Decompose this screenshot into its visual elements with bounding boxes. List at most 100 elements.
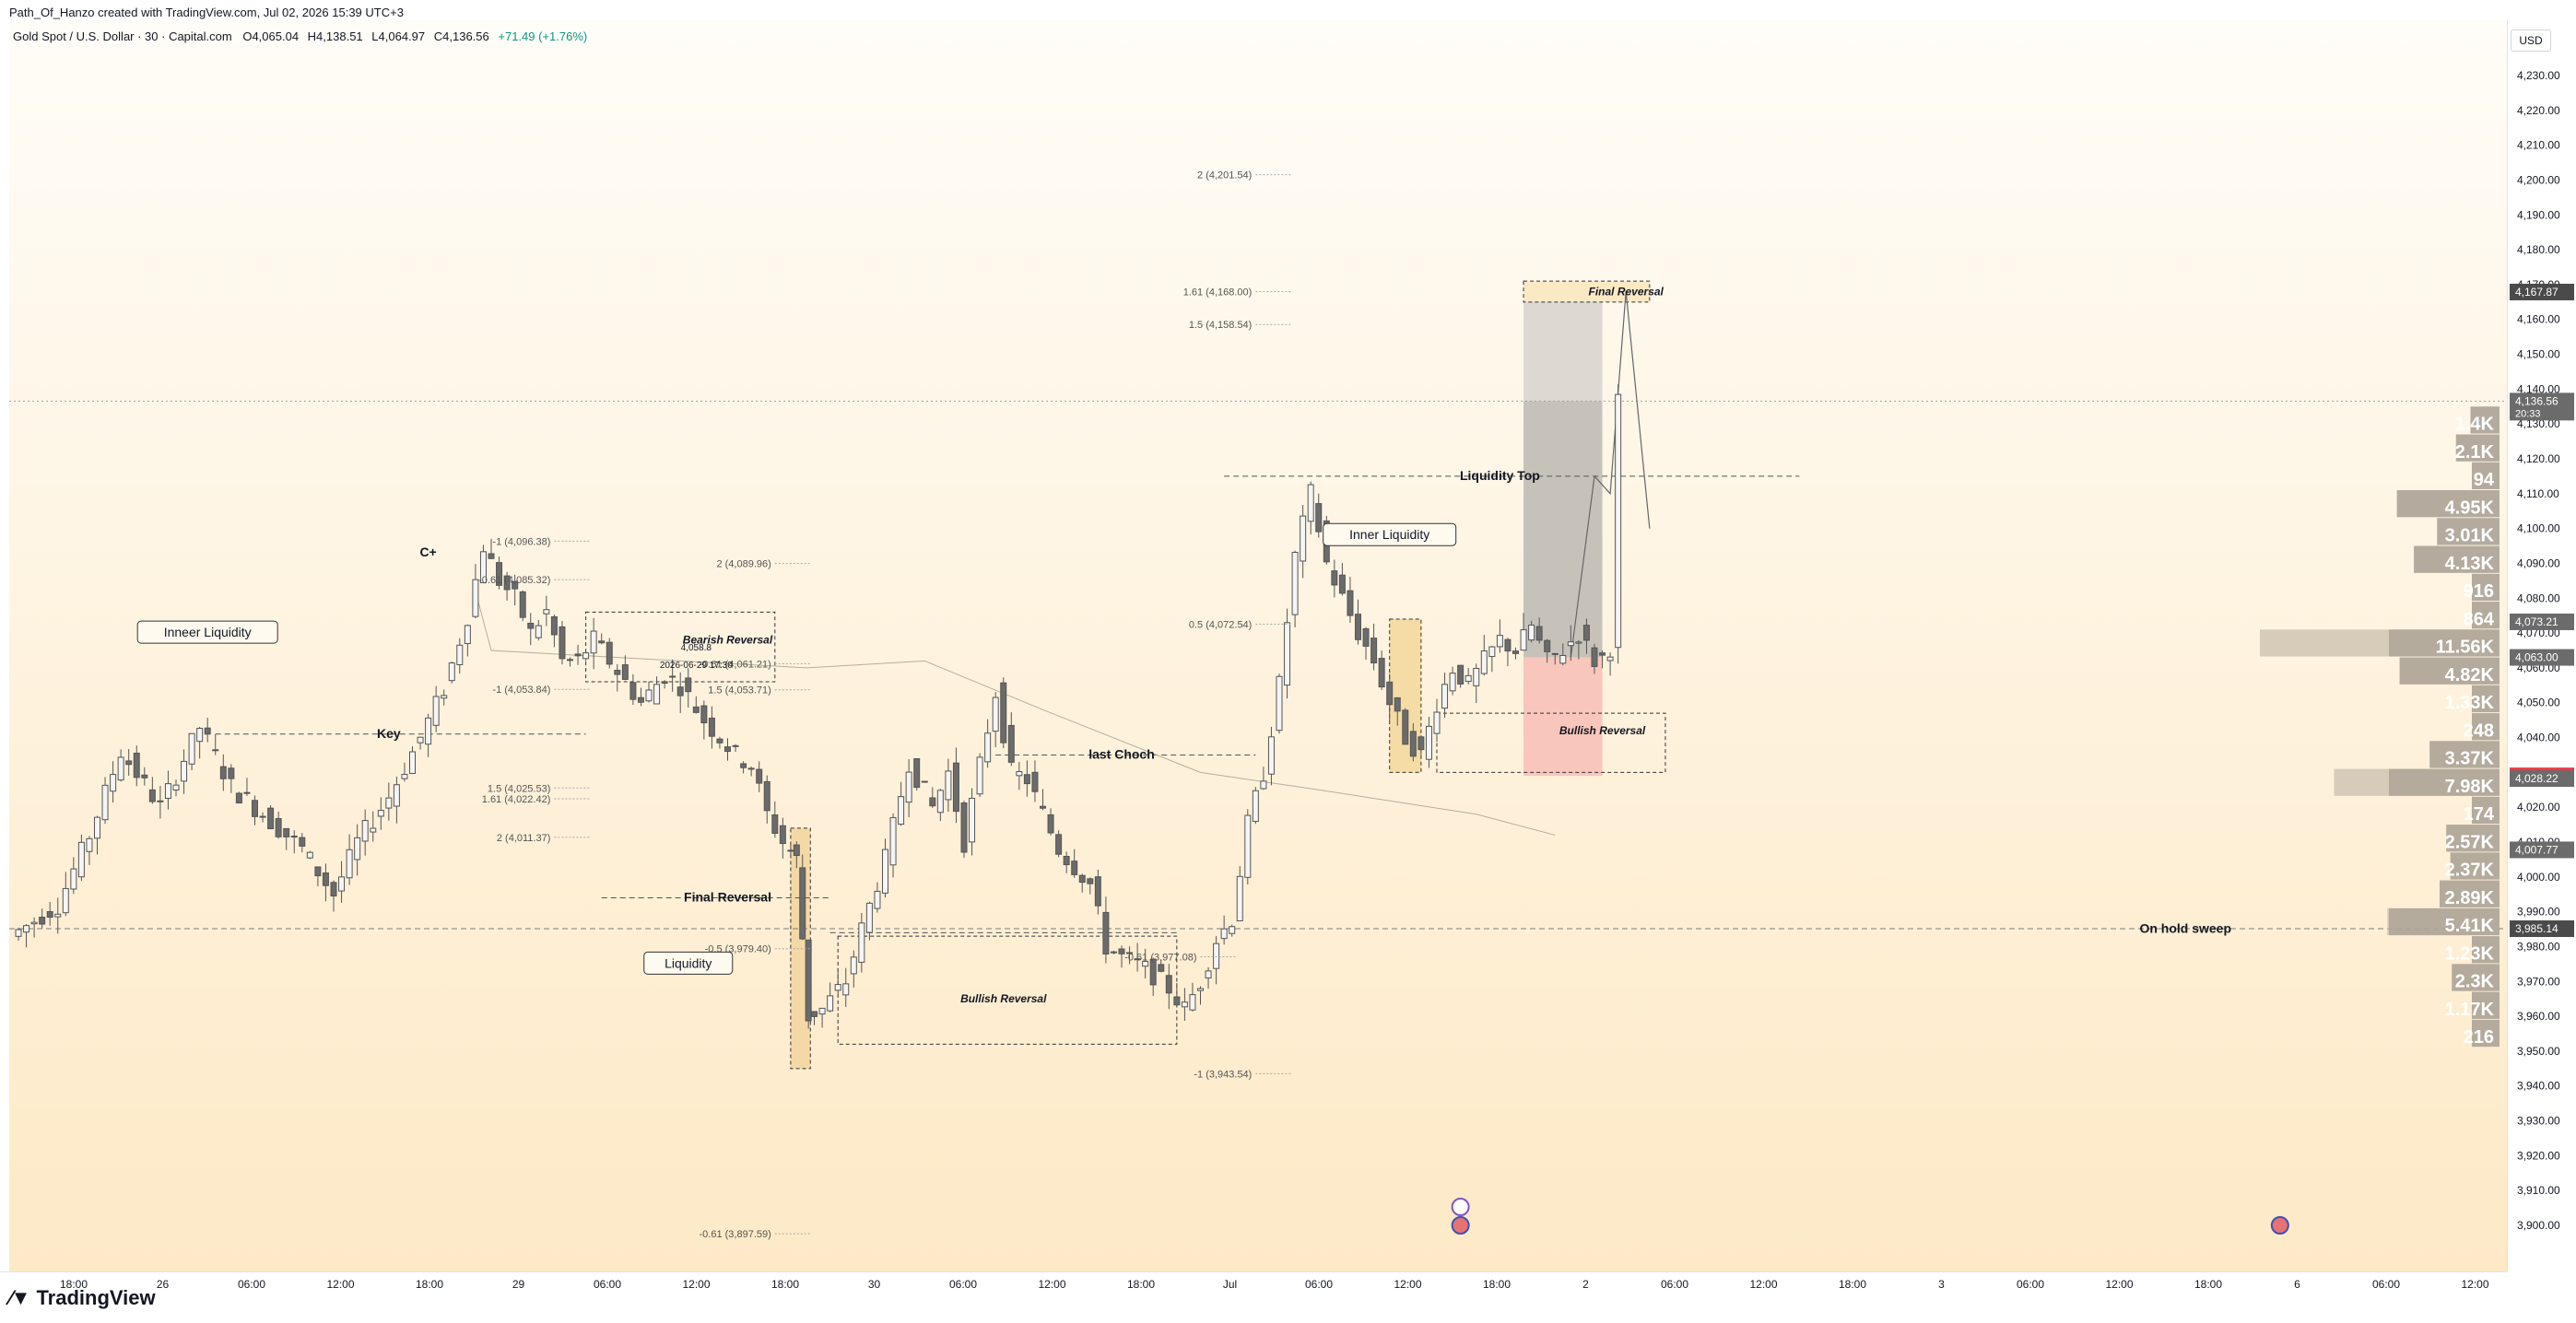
price-scale[interactable]: 4,230.00 4,220.00 4,210.00 4,200.00 4,190.00…	[2507, 20, 2576, 1271]
candle-body	[1276, 675, 1283, 732]
projection-path	[1570, 291, 1651, 658]
candle-body	[212, 749, 219, 752]
time-scale[interactable]: 18:00 26 06:00 12:00 18:00 29 06:00 12:00 18:00 3…	[0, 1271, 2507, 1296]
volume-profile-label: 3.01K	[2445, 526, 2495, 546]
high-value: H4,138.51	[307, 29, 363, 43]
candle-body	[1016, 771, 1023, 777]
volume-profile-bar-value-area	[2455, 434, 2500, 462]
candle-body	[1378, 658, 1385, 688]
candle-body	[1094, 876, 1101, 907]
volume-profile-label: 3.37K	[2445, 749, 2495, 769]
candle-body	[1362, 627, 1370, 647]
volume-profile-bar-value-area	[2472, 462, 2500, 490]
time-tick-label: 12:00	[2461, 1278, 2488, 1291]
candle-body	[314, 866, 322, 877]
candle-body	[960, 802, 968, 853]
time-tick-label: Jul	[1223, 1278, 1237, 1291]
price-tick-label: 4,020.00	[2517, 801, 2560, 814]
candle-body	[1205, 970, 1212, 978]
candle-body	[945, 770, 952, 801]
ohlc-legend: Gold Spot / U.S. Dollar · 30 · Capital.c…	[13, 29, 587, 43]
price-badge-label: 3,985.14	[2515, 922, 2558, 935]
candle-body	[952, 762, 959, 813]
fib-level-label: 1.5 (4,158.54)	[1189, 320, 1253, 331]
candle-body	[252, 800, 258, 817]
annotation-label: Inneer Liquidity	[164, 625, 252, 639]
time-tick-label: 06:00	[949, 1278, 977, 1291]
symbol-label[interactable]: Gold Spot / U.S. Dollar · 30 · Capital.c…	[13, 29, 232, 43]
volume-profile-bar-value-area	[2446, 825, 2500, 852]
price-tick-label: 3,950.00	[2517, 1045, 2560, 1058]
candle-body	[196, 728, 204, 743]
candle-body	[889, 816, 897, 866]
candle-body	[1031, 771, 1039, 792]
candle-body	[1007, 724, 1015, 763]
candle-body	[921, 780, 928, 783]
time-tick-label: 18:00	[60, 1278, 88, 1291]
candle-body	[740, 763, 747, 768]
candle-body	[456, 644, 464, 665]
candle-body	[550, 615, 558, 636]
candle-body	[401, 774, 408, 779]
candle-body	[23, 925, 30, 933]
candle-body	[1149, 958, 1157, 986]
candle-body	[338, 876, 346, 892]
annotation-box	[1323, 522, 1457, 546]
final-reversal-box	[1523, 280, 1651, 303]
candle-body	[110, 774, 117, 792]
candle-body	[805, 939, 812, 1022]
candle-body	[204, 727, 211, 735]
price-badge-label: 4,073.21	[2515, 615, 2558, 628]
annotation-label: Inner Liquidity	[1349, 527, 1429, 542]
candle-body	[385, 797, 393, 809]
time-tick-label: 18:00	[2194, 1278, 2222, 1291]
candle-body	[882, 849, 888, 894]
volume-profile-label: 2.3K	[2455, 972, 2495, 992]
price-tick-label: 3,960.00	[2517, 1010, 2560, 1023]
price-tick-label: 4,110.00	[2517, 487, 2559, 500]
volume-profile-label: 916	[2464, 581, 2494, 602]
price-badge	[2510, 613, 2574, 630]
candle-body	[117, 756, 124, 781]
candle-body	[1441, 684, 1449, 709]
annotation-label: C+	[419, 544, 436, 559]
candle-body	[464, 625, 471, 644]
fib-level-label: -0.61 (3,897.59)	[700, 1229, 771, 1240]
candle-body	[747, 767, 755, 770]
currency-button[interactable]: USD	[2511, 29, 2551, 52]
candle-body	[164, 783, 171, 799]
candle-body	[299, 837, 306, 847]
candle-body	[732, 744, 739, 747]
price-badge-label: 4,063.00	[2515, 651, 2558, 664]
volume-profile-bar-value-area	[2389, 768, 2500, 796]
annotation-label: Bullish Reversal	[1559, 724, 1646, 737]
attribution-bar: Path_Of_Hanzo created with TradingView.c…	[0, 0, 2576, 20]
fib-level-label: 2 (4,089.96)	[716, 559, 770, 570]
chart-area[interactable]: 1.4K 2.1K 94 4.95K 3.01K 4.13K 916 864 11.56K 4.8…	[9, 20, 2507, 1271]
candle-body	[393, 784, 400, 807]
price-tick-label: 3,930.00	[2517, 1115, 2560, 1128]
candle-body	[1055, 834, 1063, 855]
volume-profile-bar-value-area	[2452, 964, 2500, 991]
candle-body	[1615, 393, 1622, 649]
time-tick-label: 06:00	[2017, 1278, 2044, 1291]
stop-zone	[1523, 657, 1603, 777]
candle-body	[1567, 641, 1574, 647]
candle-body	[1087, 878, 1094, 884]
candle-body	[874, 890, 881, 909]
volume-profile-bar-value-area	[2414, 545, 2500, 573]
volume-profile-label: 248	[2464, 720, 2494, 741]
tradingview-brand[interactable]: ⁄▼ TradingView	[9, 1286, 156, 1310]
chart-canvas[interactable]: 1.4K 2.1K 94 4.95K 3.01K 4.13K 916 864 11.56K 4.8…	[9, 20, 2507, 1271]
price-tick-label: 4,000.00	[2517, 871, 2560, 884]
price-tick-label: 3,980.00	[2517, 940, 2560, 953]
volume-profile-bar-value-area	[2472, 685, 2500, 713]
candle-body	[1425, 725, 1432, 760]
volume-profile-label: 94	[2474, 470, 2495, 490]
time-tick-label: 12:00	[1038, 1278, 1065, 1291]
candle-body	[496, 562, 503, 586]
candle-body	[1307, 484, 1314, 522]
candle-body	[1409, 731, 1417, 757]
candle-body	[219, 766, 227, 779]
candles-layer	[15, 384, 1622, 1029]
